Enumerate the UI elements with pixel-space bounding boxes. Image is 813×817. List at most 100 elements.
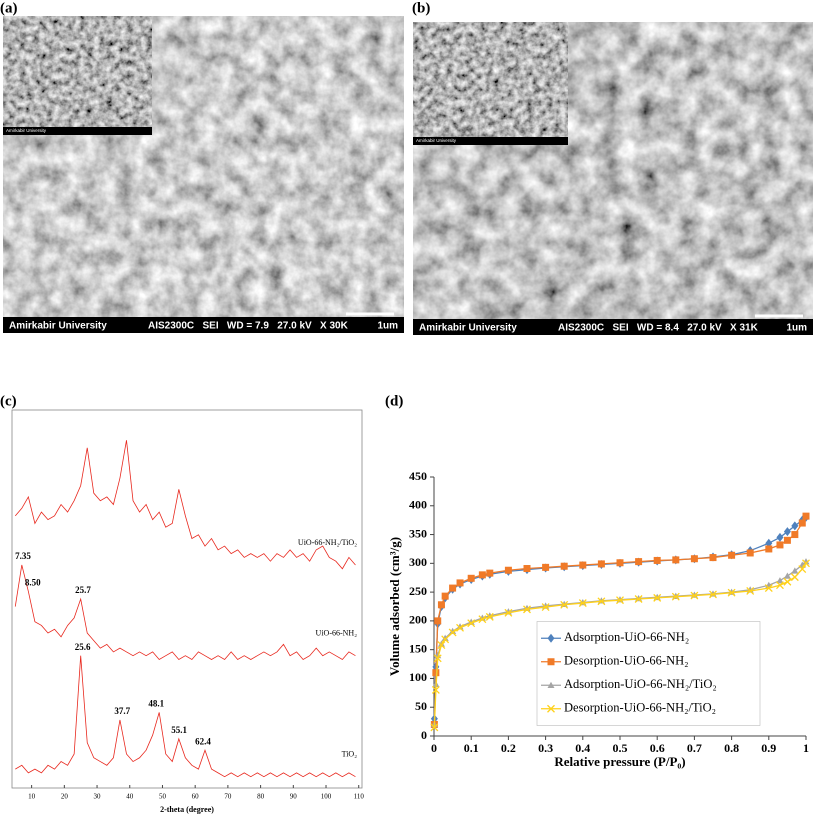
marker <box>485 612 494 621</box>
x-tick-label: 0.1 <box>464 741 479 755</box>
x-tick-label: 0.2 <box>501 741 516 755</box>
legend-label: Adsorption-UiO-66-NH₂ <box>564 630 689 644</box>
x-tick-label: 90 <box>290 793 298 801</box>
footer-right: AIS2300C SEI WD = 8.4 27.0 kV X 31K <box>558 323 759 334</box>
marker <box>597 560 605 568</box>
marker <box>709 554 717 562</box>
panel-label: (c) <box>0 393 17 409</box>
y-tick-label: 450 <box>409 469 427 483</box>
marker <box>798 519 806 527</box>
peak-label: 48.1 <box>148 698 164 708</box>
marker <box>467 574 475 582</box>
marker <box>523 605 531 614</box>
marker <box>802 558 810 565</box>
x-axis-label: 2-theta (degree) <box>160 805 214 814</box>
marker <box>547 633 555 643</box>
marker <box>456 579 464 587</box>
series-label: TiO₂ <box>342 749 358 758</box>
inset-footer-bar <box>3 127 152 135</box>
x-tick-label: 0.3 <box>538 741 553 755</box>
sem-inset <box>3 16 152 135</box>
x-tick-label: 1 <box>803 741 809 755</box>
y-tick-label: 0 <box>421 728 427 742</box>
marker <box>746 587 755 595</box>
marker <box>765 545 773 553</box>
peak-label: 25.6 <box>75 642 91 652</box>
x-axis-label: Relative pressure (P/P₀) <box>554 754 685 769</box>
x-tick-label: 80 <box>257 793 265 801</box>
x-tick-label: 110 <box>354 793 365 801</box>
marker <box>765 538 773 548</box>
marker <box>437 640 445 647</box>
marker <box>783 527 791 537</box>
marker <box>486 569 494 577</box>
inset-footer-bar <box>413 137 568 145</box>
x-tick-label: 100 <box>321 793 332 801</box>
marker <box>449 584 457 592</box>
marker <box>523 565 531 573</box>
marker <box>776 541 784 549</box>
marker <box>616 559 624 567</box>
marker <box>764 584 773 593</box>
marker <box>597 597 606 606</box>
marker <box>430 723 439 732</box>
scale-text: 1um <box>786 323 807 334</box>
peak-label: 8.50 <box>25 578 41 588</box>
marker <box>579 561 587 569</box>
x-tick-label: 0.6 <box>650 741 665 755</box>
marker <box>802 512 810 520</box>
marker <box>467 619 476 628</box>
sem-inset <box>413 22 568 145</box>
y-tick-label: 200 <box>409 613 427 627</box>
peak-label: 55.1 <box>171 725 187 735</box>
peak-label: 37.7 <box>114 706 130 716</box>
series-line <box>15 655 356 778</box>
marker <box>456 623 464 632</box>
y-tick-label: 250 <box>409 584 427 598</box>
marker <box>547 658 555 666</box>
marker <box>441 592 449 600</box>
marker <box>776 532 784 542</box>
legend-box <box>536 621 761 726</box>
marker <box>791 567 799 574</box>
marker <box>547 681 555 689</box>
marker <box>653 556 661 564</box>
legend-label: Adsorption-UiO-66-NH₂/TiO₂ <box>564 677 717 691</box>
marker <box>560 562 568 570</box>
inset-footer-text: Amirkabir University <box>416 138 457 143</box>
marker <box>441 635 450 644</box>
marker <box>727 588 736 597</box>
scale-text: 1um <box>377 321 398 332</box>
x-tick-label: 10 <box>28 793 36 801</box>
x-tick-label: 50 <box>159 793 167 801</box>
x-tick-label: 30 <box>94 793 102 801</box>
footer-left: Amirkabir University <box>9 321 107 332</box>
x-tick-label: 60 <box>192 793 200 801</box>
marker <box>434 617 442 625</box>
marker <box>783 536 791 544</box>
marker <box>709 590 717 599</box>
x-tick-label: 40 <box>126 793 134 801</box>
peak-label: 7.35 <box>15 551 31 561</box>
marker <box>791 521 799 531</box>
series-line <box>14 564 356 660</box>
marker <box>504 566 512 574</box>
footer-left: Amirkabir University <box>419 323 517 334</box>
series-line <box>14 440 356 570</box>
marker <box>541 603 550 612</box>
x-tick-label: 0.5 <box>613 741 628 755</box>
legend-label: Desorption-UiO-66-NH₂/TiO₂ <box>564 701 716 715</box>
marker <box>671 592 680 601</box>
y-axis-label: Volume adsorbed (cm³/g) <box>387 537 402 676</box>
x-tick-label: 0.9 <box>761 741 776 755</box>
x-tick-label: 70 <box>224 793 232 801</box>
marker <box>690 591 699 600</box>
marker <box>441 634 449 641</box>
marker <box>448 628 457 637</box>
marker <box>478 571 486 579</box>
panel-label: (b) <box>412 0 430 16</box>
marker <box>478 615 487 624</box>
marker <box>790 573 799 582</box>
peak-label: 25.7 <box>75 585 91 595</box>
